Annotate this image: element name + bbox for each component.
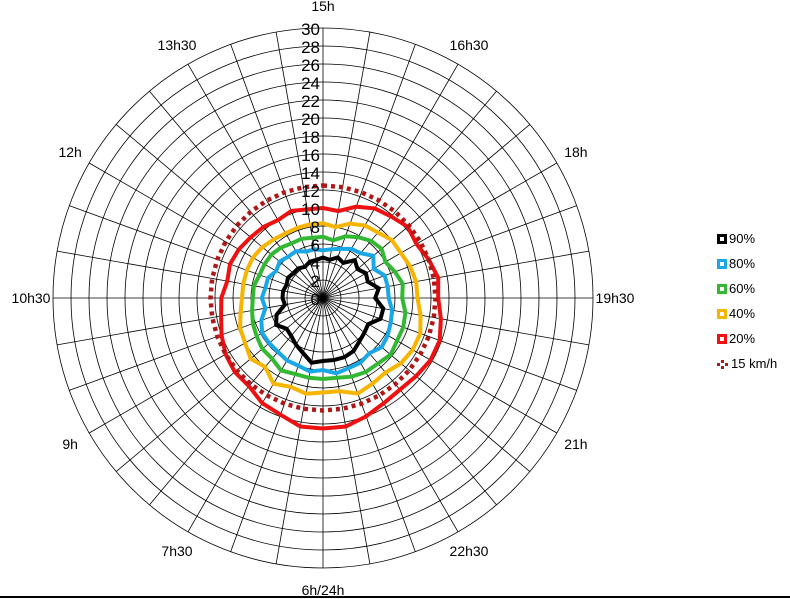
legend-label-40: 40% <box>729 306 756 321</box>
radial-tick-label: 2 <box>311 272 320 291</box>
grid-spoke <box>57 250 324 299</box>
angular-label: 18h <box>564 144 587 160</box>
grid-spoke <box>322 32 371 299</box>
grid-spoke <box>322 205 577 299</box>
series-line-40 <box>238 221 423 396</box>
legend-swatch-15kmh <box>717 359 728 369</box>
radial-tick-label: 0 <box>311 290 320 309</box>
legend-swatch-80 <box>717 258 727 269</box>
legend-swatch-40 <box>717 308 727 319</box>
grid-spoke <box>322 297 577 391</box>
angular-label: 21h <box>564 436 587 452</box>
legend-item-20: 20% <box>717 326 777 351</box>
grid-spoke <box>115 297 324 472</box>
grid-spoke <box>322 297 558 434</box>
angular-label: 10h30 <box>12 290 51 306</box>
radar-series <box>208 183 443 431</box>
radial-tick-label: 22 <box>301 92 320 111</box>
radial-tick-label: 10 <box>301 200 320 219</box>
legend-item-40: 40% <box>717 301 777 326</box>
radial-tick-label: 18 <box>301 128 320 147</box>
grid-spoke <box>275 297 324 564</box>
grid-spoke <box>230 297 324 552</box>
grid-spoke <box>322 297 459 533</box>
grid-spoke <box>69 297 324 391</box>
angular-labels: 15h 16h30 18h 19h30 21h 22h30 6h/24h 7h30 9h 10h3… <box>12 0 635 598</box>
angular-label: 9h <box>62 436 78 452</box>
radial-tick-label: 4 <box>311 254 320 273</box>
grid-spoke <box>322 297 589 346</box>
grid-spoke <box>322 90 497 299</box>
grid-spoke <box>322 250 589 299</box>
grid-spoke <box>322 297 497 506</box>
radial-tick-label: 16 <box>301 146 320 165</box>
grid-spoke <box>115 124 324 299</box>
angular-label: 13h30 <box>158 37 197 53</box>
radial-tick-label: 30 <box>301 20 320 39</box>
grid-spoke <box>275 32 324 299</box>
grid-spoke <box>322 297 531 472</box>
grid-spoke <box>322 297 416 552</box>
legend: 90% 80% 60% 40% 20% 15 km/h <box>717 226 777 376</box>
legend-label-60: 60% <box>729 281 756 296</box>
series-line-15kmh <box>208 183 438 413</box>
series-line-80 <box>259 246 395 376</box>
legend-item-15kmh: 15 km/h <box>717 351 777 376</box>
grid-spoke <box>69 205 324 299</box>
grid-spoke <box>187 297 324 533</box>
grid-spoke <box>230 44 324 299</box>
legend-item-90: 90% <box>717 226 777 251</box>
grid-spoke <box>149 90 324 299</box>
series-line-90 <box>274 255 386 365</box>
radial-tick-label: 28 <box>301 38 320 57</box>
radial-tick-label: 20 <box>301 110 320 129</box>
grid-spoke <box>187 63 324 299</box>
angular-label: 15h <box>311 0 334 14</box>
legend-swatch-20 <box>717 333 727 344</box>
legend-label-20: 20% <box>729 331 756 346</box>
grid-spoke <box>322 63 459 299</box>
radar-grid <box>52 27 594 569</box>
legend-item-80: 80% <box>717 251 777 276</box>
angular-label: 19h30 <box>596 290 635 306</box>
bottom-border <box>0 596 790 598</box>
grid-spoke <box>88 162 324 299</box>
legend-swatch-90 <box>717 233 727 244</box>
angular-label: 12h <box>58 144 81 160</box>
grid-spoke <box>322 297 371 564</box>
radial-tick-label: 24 <box>301 74 320 93</box>
angular-label: 16h30 <box>450 37 489 53</box>
series-line-60 <box>250 234 408 382</box>
radial-tick-label: 14 <box>301 164 320 183</box>
radial-tick-label: 8 <box>311 218 320 237</box>
grid-spoke <box>149 297 324 506</box>
radial-tick-label: 12 <box>301 182 320 201</box>
angular-label: 22h30 <box>450 543 489 559</box>
legend-label-90: 90% <box>729 231 756 246</box>
radial-tick-label: 6 <box>311 236 320 255</box>
angular-label: 7h30 <box>161 543 192 559</box>
series-line-20 <box>219 204 443 431</box>
legend-swatch-60 <box>717 283 727 294</box>
angular-label: 6h/24h <box>302 582 345 598</box>
legend-label-15kmh: 15 km/h <box>731 356 778 371</box>
radial-tick-label: 26 <box>301 56 320 75</box>
legend-item-60: 60% <box>717 276 777 301</box>
grid-spoke <box>57 297 324 346</box>
grid-spoke <box>88 297 324 434</box>
legend-label-80: 80% <box>729 256 756 271</box>
grid-spoke <box>322 162 558 299</box>
